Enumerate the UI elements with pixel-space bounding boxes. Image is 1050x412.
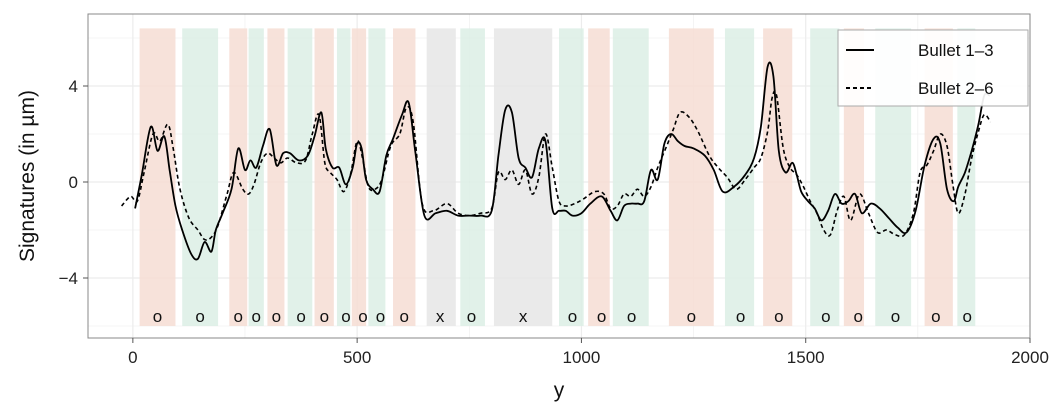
region-label: o <box>736 307 745 326</box>
region-label: o <box>627 307 636 326</box>
region-band-match <box>314 28 334 327</box>
region-label: o <box>358 307 367 326</box>
region-band-match <box>588 28 610 327</box>
x-axis-title: y <box>554 379 565 402</box>
x-tick-label: 1000 <box>563 348 601 367</box>
legend: Bullet 1–3 Bullet 2–6 <box>837 29 1029 107</box>
y-tick-label: 0 <box>69 173 78 192</box>
region-band-nonmatch <box>182 28 219 327</box>
region-band-nonmatch <box>248 28 264 327</box>
legend-label-series-2: Bullet 2–6 <box>918 79 994 98</box>
region-label: o <box>931 307 940 326</box>
region-label: o <box>251 307 260 326</box>
region-band-nonmatch <box>559 28 584 327</box>
region-label: o <box>853 307 862 326</box>
region-band-match <box>668 28 714 327</box>
region-band-match <box>267 28 285 327</box>
x-tick-label: 2000 <box>1011 348 1049 367</box>
region-label: o <box>296 307 305 326</box>
y-tick-label: 4 <box>69 77 78 96</box>
region-band-nonmatch <box>612 28 649 327</box>
region-band-excluded <box>426 28 456 327</box>
region-band-match <box>393 28 416 327</box>
axes: 0 500 1000 1500 2000 −4 0 4 <box>59 77 1049 367</box>
region-band-nonmatch <box>287 28 313 327</box>
y-axis-title: Signatures (in µm) <box>16 90 39 262</box>
region-label: x <box>436 307 445 326</box>
region-label: o <box>568 307 577 326</box>
region-band-nonmatch <box>724 28 755 327</box>
region-label: o <box>687 307 696 326</box>
series-lines <box>120 61 992 261</box>
region-band-nonmatch <box>460 28 485 327</box>
x-tick-label: 500 <box>343 348 371 367</box>
region-label: o <box>891 307 900 326</box>
region-label: o <box>320 307 329 326</box>
region-label: o <box>376 307 385 326</box>
legend-box <box>837 29 1029 107</box>
plot-panel-border <box>87 13 1031 339</box>
region-label: o <box>962 307 971 326</box>
region-band-match <box>351 28 367 327</box>
region-label: o <box>467 307 476 326</box>
x-tick-label: 0 <box>128 348 137 367</box>
region-label: o <box>821 307 830 326</box>
region-label: o <box>153 307 162 326</box>
x-tick-label: 1500 <box>787 348 825 367</box>
region-band-nonmatch <box>368 28 386 327</box>
region-label: o <box>234 307 243 326</box>
region-band-match <box>139 28 176 327</box>
region-label: o <box>400 307 409 326</box>
region-label: o <box>272 307 281 326</box>
series-line-1 <box>134 61 990 261</box>
region-band-nonmatch <box>810 28 840 327</box>
legend-label-series-1: Bullet 1–3 <box>918 41 994 60</box>
region-label: x <box>519 307 528 326</box>
region-bands <box>139 28 976 327</box>
region-band-match <box>763 28 793 327</box>
region-label: o <box>774 307 783 326</box>
region-label: o <box>597 307 606 326</box>
region-label: o <box>195 307 204 326</box>
region-band-nonmatch <box>336 28 351 327</box>
y-tick-label: −4 <box>59 269 78 288</box>
region-label: o <box>341 307 350 326</box>
